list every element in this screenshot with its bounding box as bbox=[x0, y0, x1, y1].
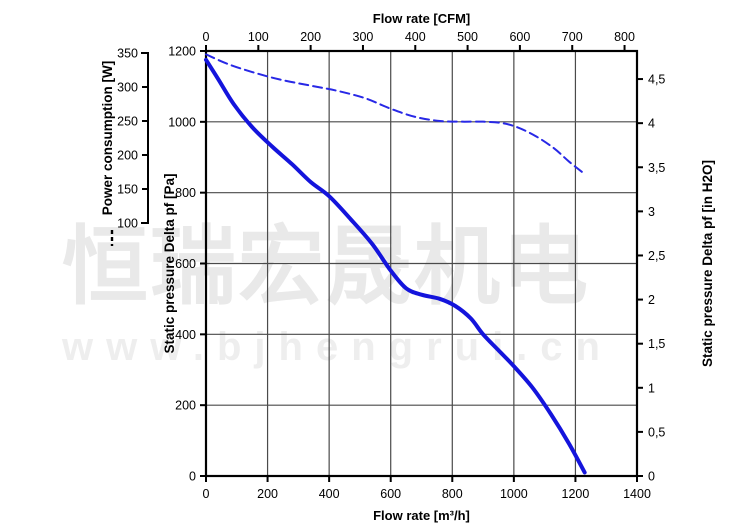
tick-label-power: 350 bbox=[117, 47, 138, 61]
tick-label-bottom: 600 bbox=[380, 487, 401, 501]
tick-label-bottom: 400 bbox=[319, 487, 340, 501]
tick-label-left: 400 bbox=[175, 328, 196, 342]
tick-label-right: 0,5 bbox=[648, 425, 665, 439]
tick-label-left: 0 bbox=[189, 470, 196, 484]
tick-label-top: 600 bbox=[509, 30, 530, 44]
tick-label-power: 100 bbox=[117, 217, 138, 231]
axis-title-top: Flow rate [CFM] bbox=[373, 11, 471, 26]
tick-label-left: 800 bbox=[175, 186, 196, 200]
tick-label-bottom: 1200 bbox=[562, 487, 590, 501]
tick-label-top: 400 bbox=[405, 30, 426, 44]
axis-title-left: Static pressure Delta pf [Pa] bbox=[162, 173, 177, 353]
tick-label-right: 4 bbox=[648, 117, 655, 131]
tick-label-right: 2 bbox=[648, 293, 655, 307]
tick-label-bottom: 200 bbox=[257, 487, 278, 501]
tick-label-left: 1000 bbox=[168, 115, 196, 129]
series-curve-static-pressure bbox=[204, 57, 587, 475]
grid-lines bbox=[206, 51, 637, 476]
power-axis bbox=[141, 52, 149, 224]
tick-label-right: 1,5 bbox=[648, 337, 665, 351]
tick-label-power: 150 bbox=[117, 183, 138, 197]
tick-label-bottom: 0 bbox=[203, 487, 210, 501]
tick-label-top: 300 bbox=[353, 30, 374, 44]
tick-label-top: 500 bbox=[457, 30, 478, 44]
tick-label-bottom: 1000 bbox=[500, 487, 528, 501]
tick-label-right: 3 bbox=[648, 205, 655, 219]
axis-title-power: Power consumption [W] bbox=[100, 61, 115, 216]
tick-label-power: 250 bbox=[117, 115, 138, 129]
series-curve-power-consumption bbox=[205, 53, 586, 176]
tick-label-right: 1 bbox=[648, 381, 655, 395]
tick-label-power: 200 bbox=[117, 149, 138, 163]
tick-label-top: 700 bbox=[562, 30, 583, 44]
axis-title-bottom: Flow rate [m³/h] bbox=[373, 508, 470, 523]
tick-label-top: 800 bbox=[614, 30, 635, 44]
tick-label-right: 3,5 bbox=[648, 161, 665, 175]
tick-label-right: 2,5 bbox=[648, 249, 665, 263]
tick-label-bottom: 1400 bbox=[623, 487, 651, 501]
tick-label-left: 1200 bbox=[168, 45, 196, 59]
tick-label-top: 200 bbox=[300, 30, 321, 44]
tick-label-right: 4,5 bbox=[648, 73, 665, 87]
tick-label-power: 300 bbox=[117, 81, 138, 95]
tick-label-top: 0 bbox=[203, 30, 210, 44]
axis-ticks bbox=[200, 45, 643, 482]
tick-label-left: 600 bbox=[175, 257, 196, 271]
axis-titles: Flow rate [m³/h] Flow rate [CFM] Static pr… bbox=[100, 11, 715, 523]
tick-label-bottom: 800 bbox=[442, 487, 463, 501]
data-series bbox=[110, 53, 587, 475]
tick-label-top: 100 bbox=[248, 30, 269, 44]
axis-title-right: Static pressure Delta pf [in H2O] bbox=[700, 160, 715, 367]
tick-label-left: 200 bbox=[175, 399, 196, 413]
power-axis-spine bbox=[141, 52, 149, 224]
tick-label-right: 0 bbox=[648, 470, 655, 484]
